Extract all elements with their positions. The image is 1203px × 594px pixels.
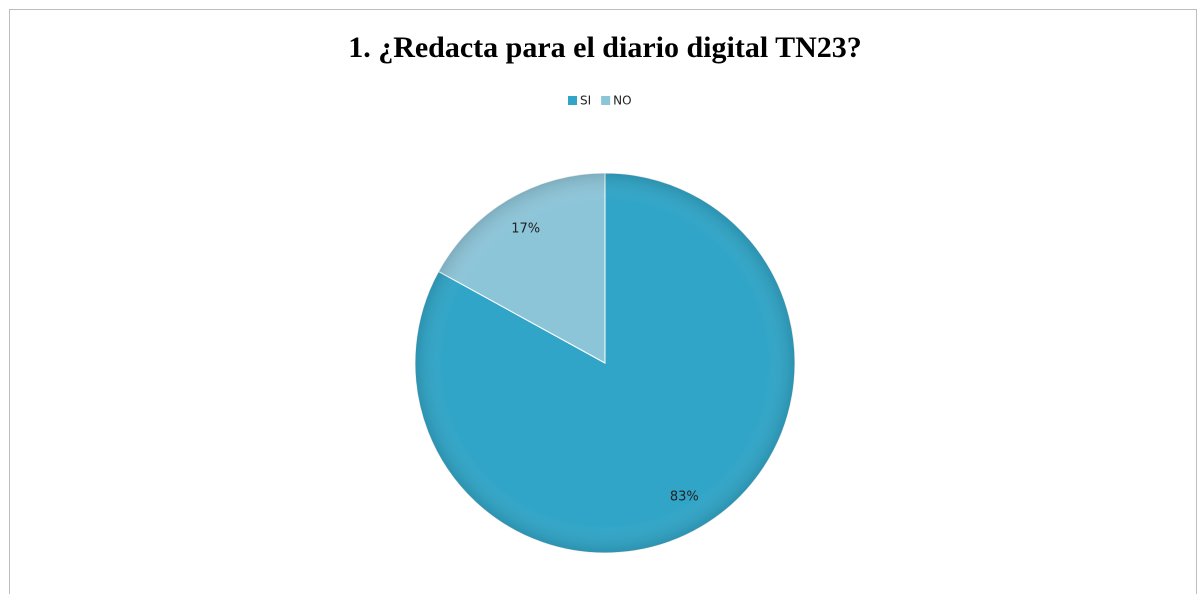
- legend-label: NO: [613, 94, 631, 108]
- legend-swatch: [601, 96, 611, 105]
- chart-title: 1. ¿Redacta para el diario digital TN23?: [348, 31, 862, 64]
- data-label: 83%: [670, 490, 699, 505]
- legend-label: SI: [580, 94, 591, 108]
- data-label: 17%: [511, 221, 540, 236]
- legend-swatch: [568, 96, 577, 105]
- chart-border: [9, 9, 1197, 594]
